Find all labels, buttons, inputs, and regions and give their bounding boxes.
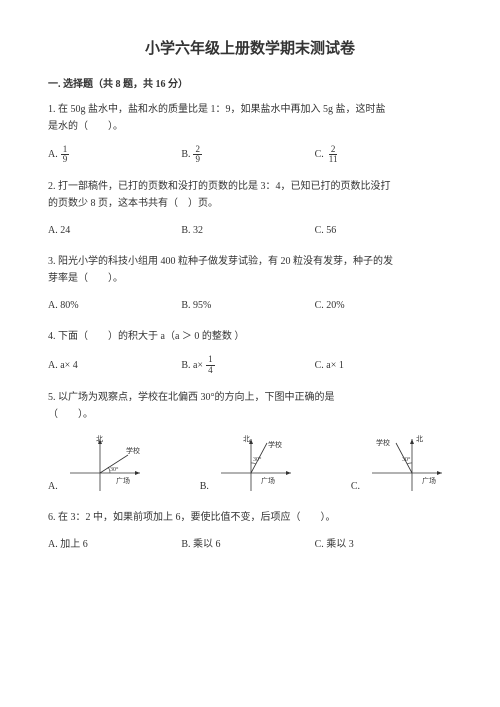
q2-opt-c: C. 56 (315, 222, 448, 239)
q4-opt-c: C. a× 1 (315, 355, 448, 375)
q1-c-den: 11 (327, 155, 340, 164)
q1-opt-c: C. 2 11 (315, 145, 448, 165)
q5-b-north: 北 (243, 435, 250, 443)
q1-b-label: B. (181, 146, 190, 163)
q6-options: A. 加上 6 B. 乘以 6 C. 乘以 3 (48, 536, 452, 553)
question-3: 3. 阳光小学的科技小组用 400 粒种子做发芽试验，有 20 粒没有发芽，种子… (48, 253, 452, 314)
q6-body: 6. 在 3：2 中，如果前项加上 6，要使比值不变，后项应（ ）。 (48, 509, 452, 526)
q3-opt-a: A. 80% (48, 297, 181, 314)
q1-opt-a: A. 1 9 (48, 145, 181, 165)
q5-b-plaza: 广场 (261, 476, 275, 485)
q5-b-label: B. (200, 478, 209, 495)
q5-c-angle: 30° (402, 456, 411, 463)
q4-opt-a: A. a× 4 (48, 355, 181, 375)
q1-opt-b: B. 2 9 (181, 145, 314, 165)
q5-a-north: 北 (96, 435, 103, 443)
q6-opt-b: B. 乘以 6 (181, 536, 314, 553)
question-1: 1. 在 50g 盐水中，盐和水的质量比是 1：9，如果盐水中再加入 5g 盐，… (48, 101, 452, 165)
q5-c-plaza: 广场 (422, 476, 436, 485)
q1-a-den: 9 (61, 155, 70, 164)
q2-options: A. 24 B. 32 C. 56 (48, 222, 452, 239)
question-4: 4. 下面（ ）的积大于 a（a ＞ 0 的整数 ） A. a× 4 B. a×… (48, 328, 452, 375)
q5-opt-b: B. 北 学校 30° 广场 (200, 433, 301, 495)
q4-b-fraction: 1 4 (206, 355, 215, 375)
q5-c-north: 北 (416, 435, 423, 443)
q4-b-label: B. a× (181, 357, 203, 374)
q5-b-diagram: 北 学校 30° 广场 (211, 433, 301, 495)
q5-c-diagram: 北 学校 30° 广场 (362, 433, 452, 495)
q6-opt-c: C. 乘以 3 (315, 536, 448, 553)
q1-a-fraction: 1 9 (61, 145, 70, 165)
q4-body: 4. 下面（ ）的积大于 a（a ＞ 0 的整数 ） (48, 328, 452, 345)
q5-c-label: C. (351, 478, 360, 495)
q5-a-plaza: 广场 (116, 476, 130, 485)
q1-a-label: A. (48, 146, 58, 163)
q3-options: A. 80% B. 95% C. 20% (48, 297, 452, 314)
q2-opt-b: B. 32 (181, 222, 314, 239)
q1-b-den: 9 (193, 155, 202, 164)
q5-b-angle: 30° (253, 456, 262, 463)
q3-line1: 3. 阳光小学的科技小组用 400 粒种子做发芽试验，有 20 粒没有发芽，种子… (48, 256, 393, 267)
question-2: 2. 打一部稿件，已打的页数和没打的页数的比是 3：4，已知已打的页数比没打 的… (48, 178, 452, 239)
q3-line2: 芽率是（ ）。 (48, 273, 123, 284)
q1-body: 1. 在 50g 盐水中，盐和水的质量比是 1：9，如果盐水中再加入 5g 盐，… (48, 101, 452, 135)
q2-line1: 2. 打一部稿件，已打的页数和没打的页数的比是 3：4，已知已打的页数比没打 (48, 181, 391, 192)
q1-b-fraction: 2 9 (193, 145, 202, 165)
q1-c-label: C. (315, 146, 324, 163)
q5-line2: （ ）。 (48, 409, 93, 420)
q3-opt-c: C. 20% (315, 297, 448, 314)
q4-b-den: 4 (206, 366, 215, 375)
q1-line2: 是水的（ ）。 (48, 121, 123, 132)
q3-body: 3. 阳光小学的科技小组用 400 粒种子做发芽试验，有 20 粒没有发芽，种子… (48, 253, 452, 287)
q5-body: 5. 以广场为观察点，学校在北偏西 30°的方向上，下图中正确的是 （ ）。 (48, 389, 452, 423)
q4-opt-b: B. a× 1 4 (181, 355, 314, 375)
q5-opt-a: A. 北 学校 30° 广场 (48, 433, 150, 495)
q5-a-school: 学校 (126, 446, 140, 455)
q5-a-label: A. (48, 478, 58, 495)
q2-body: 2. 打一部稿件，已打的页数和没打的页数的比是 3：4，已知已打的页数比没打 的… (48, 178, 452, 212)
page-title: 小学六年级上册数学期末测试卷 (48, 36, 452, 62)
q2-opt-a: A. 24 (48, 222, 181, 239)
q5-b-school: 学校 (268, 440, 282, 449)
q5-a-diagram: 北 学校 30° 广场 (60, 433, 150, 495)
q5-opt-c: C. 北 学校 30° 广场 (351, 433, 452, 495)
section-heading: 一. 选择题（共 8 题，共 16 分） (48, 76, 452, 93)
question-6: 6. 在 3：2 中，如果前项加上 6，要使比值不变，后项应（ ）。 A. 加上… (48, 509, 452, 553)
q1-c-fraction: 2 11 (327, 145, 340, 165)
q4-options: A. a× 4 B. a× 1 4 C. a× 1 (48, 355, 452, 375)
q5-diagrams: A. 北 学校 30° 广场 B. (48, 433, 452, 495)
q2-line2: 的页数少 8 页，这本书共有（ ）页。 (48, 198, 218, 209)
q5-c-school: 学校 (376, 438, 390, 447)
q1-line1: 1. 在 50g 盐水中，盐和水的质量比是 1：9，如果盐水中再加入 5g 盐，… (48, 104, 386, 115)
q6-opt-a: A. 加上 6 (48, 536, 181, 553)
q5-line1: 5. 以广场为观察点，学校在北偏西 30°的方向上，下图中正确的是 (48, 392, 335, 403)
q1-options: A. 1 9 B. 2 9 C. 2 11 (48, 145, 452, 165)
q3-opt-b: B. 95% (181, 297, 314, 314)
q5-a-angle: 30° (110, 466, 119, 473)
question-5: 5. 以广场为观察点，学校在北偏西 30°的方向上，下图中正确的是 （ ）。 A… (48, 389, 452, 495)
